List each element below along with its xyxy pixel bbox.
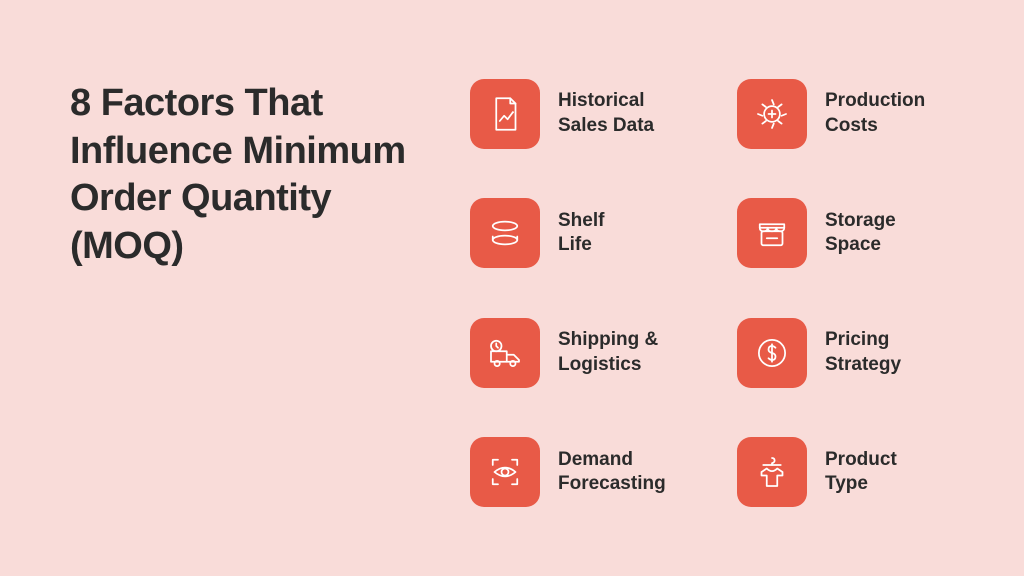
infographic-container: 8 Factors That Influence Minimum Order Q… — [0, 0, 1024, 576]
shirt-hanger-icon — [737, 437, 807, 507]
factor-demand-forecasting: Demand Forecasting — [470, 429, 697, 517]
storefront-icon — [737, 198, 807, 268]
document-chart-icon — [470, 79, 540, 149]
factor-label: Storage Space — [825, 209, 896, 258]
factor-label: Shipping & Logistics — [558, 328, 658, 377]
factors-grid: Historical Sales Data Production Costs — [450, 60, 964, 516]
eye-focus-icon — [470, 437, 540, 507]
main-title: 8 Factors That Influence Minimum Order Q… — [70, 80, 450, 270]
factor-product-type: Product Type — [737, 429, 964, 517]
factor-label: Demand Forecasting — [558, 448, 666, 497]
gear-plus-icon — [737, 79, 807, 149]
title-section: 8 Factors That Influence Minimum Order Q… — [70, 60, 450, 516]
factor-label: Historical Sales Data — [558, 89, 654, 138]
factor-historical-sales: Historical Sales Data — [470, 70, 697, 158]
container-open-icon — [470, 198, 540, 268]
factor-shelf-life: Shelf Life — [470, 190, 697, 278]
factor-label: Shelf Life — [558, 209, 604, 258]
factor-shipping-logistics: Shipping & Logistics — [470, 309, 697, 397]
factor-label: Pricing Strategy — [825, 328, 901, 377]
factor-label: Product Type — [825, 448, 897, 497]
dollar-circle-icon — [737, 318, 807, 388]
truck-clock-icon — [470, 318, 540, 388]
factor-storage-space: Storage Space — [737, 190, 964, 278]
factor-pricing-strategy: Pricing Strategy — [737, 309, 964, 397]
factor-label: Production Costs — [825, 89, 925, 138]
factor-production-costs: Production Costs — [737, 70, 964, 158]
